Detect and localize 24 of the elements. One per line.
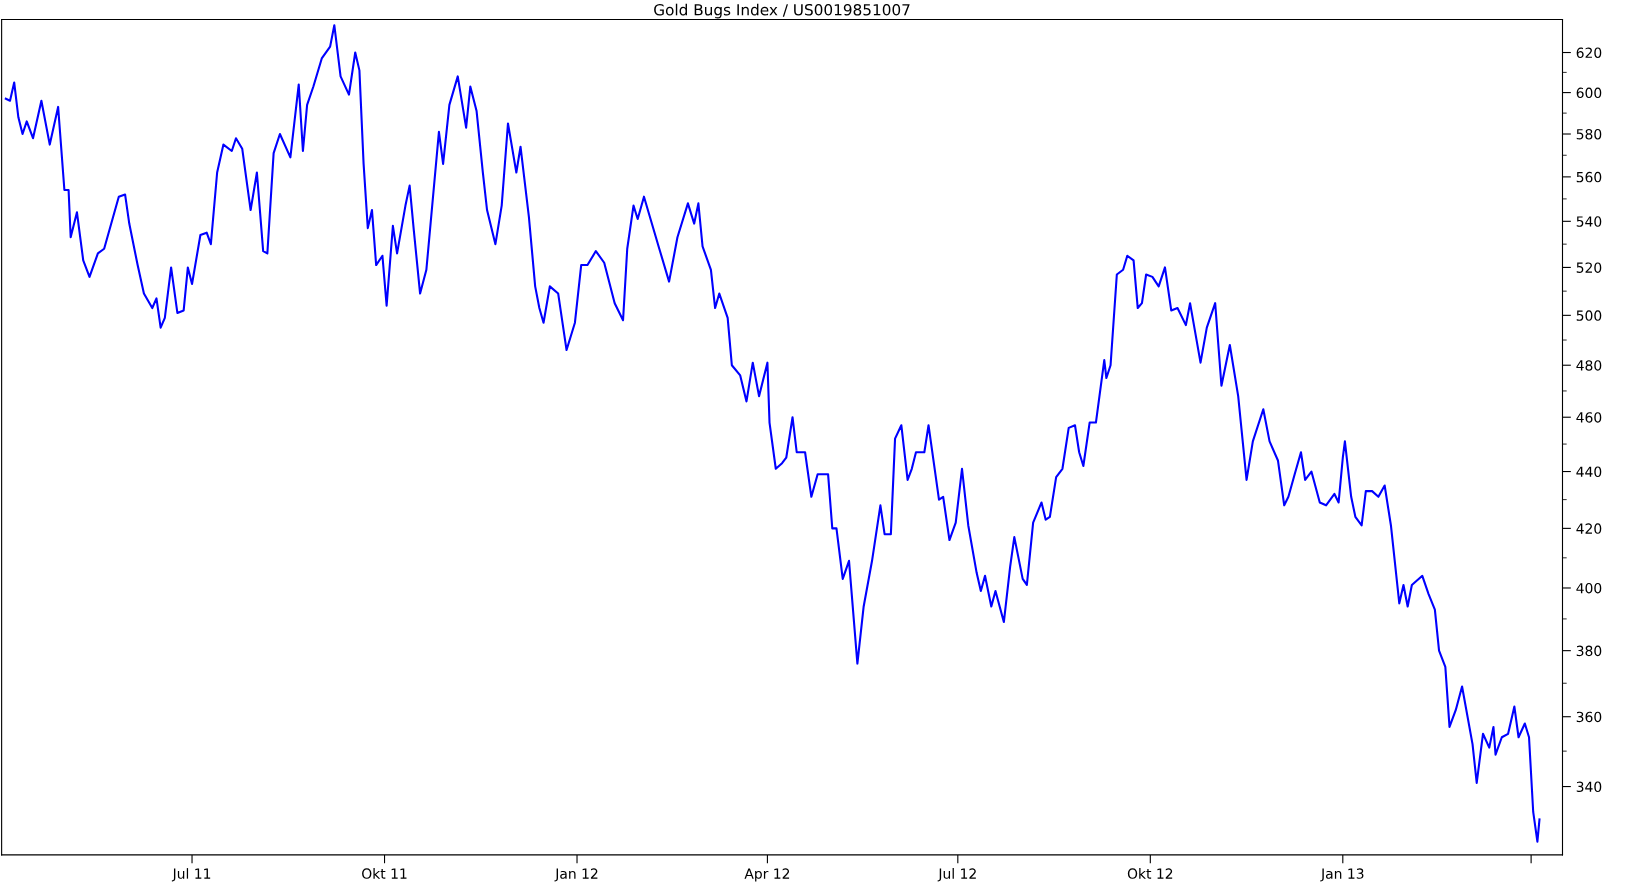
y-tick-label: 360 (1576, 711, 1602, 723)
y-tick-label: 420 (1576, 523, 1602, 534)
y-tick-label: 380 (1576, 645, 1602, 657)
x-tick-label: Okt 12 (1127, 868, 1173, 879)
y-tick-label: 560 (1576, 171, 1602, 183)
line-series (4, 24, 1541, 843)
y-tick-label: 540 (1576, 216, 1602, 227)
chart-title: Gold Bugs Index / US0019851007 (654, 3, 910, 19)
x-tick-label: Jan 13 (1320, 868, 1364, 882)
y-tick-label: 600 (1576, 87, 1602, 99)
y-tick-label: 400 (1576, 582, 1602, 594)
y-tick-label: 460 (1576, 412, 1602, 423)
y-tick-label: 620 (1576, 47, 1602, 58)
y-tick-label: 500 (1576, 310, 1602, 321)
x-tick-label: Jul 12 (937, 868, 976, 882)
y-tick-label: 440 (1576, 466, 1602, 478)
x-tick-label: Apr 12 (744, 868, 790, 882)
x-tick-label: Jul 11 (171, 868, 211, 882)
x-tick-label: Okt 11 (362, 868, 407, 879)
y-tick-label: 580 (1576, 128, 1602, 140)
y-tick-label: 520 (1576, 262, 1602, 273)
x-tick-label: Jan 12 (554, 868, 598, 882)
y-tick-label: 340 (1576, 781, 1602, 793)
y-tick-label: 480 (1576, 360, 1602, 371)
